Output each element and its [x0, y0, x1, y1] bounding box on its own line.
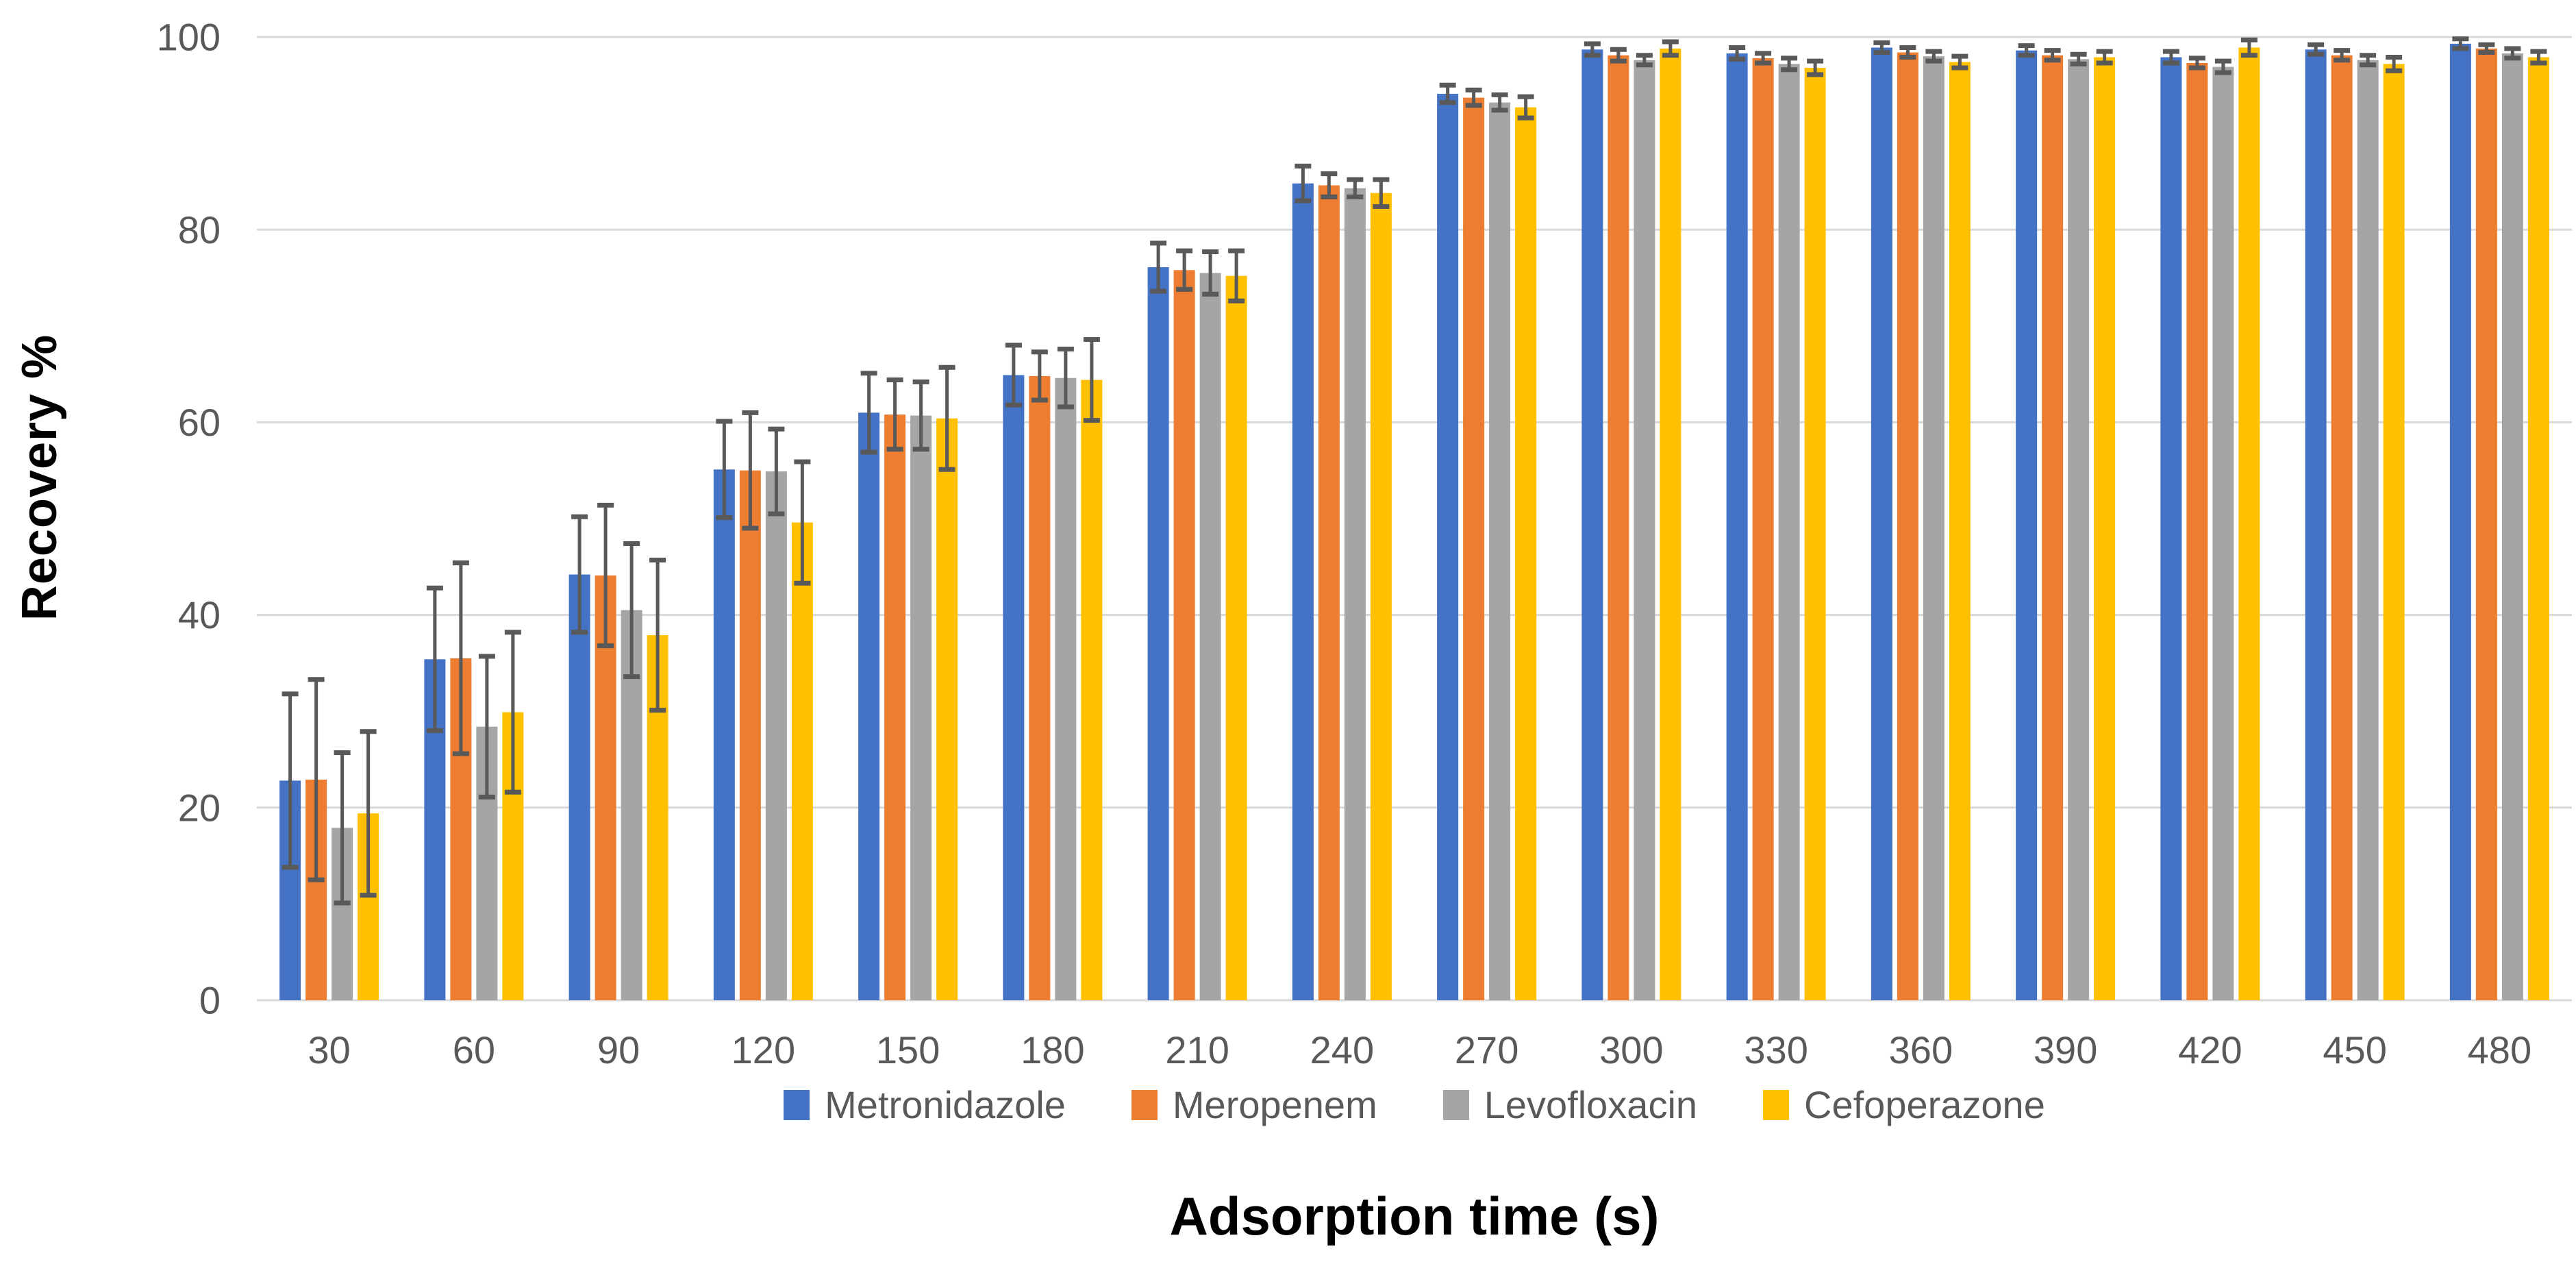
bar-levofloxacin-420	[2212, 66, 2234, 1001]
x-tick-label: 60	[453, 1028, 495, 1071]
legend-swatch	[1131, 1089, 1158, 1120]
x-tick-label: 270	[1455, 1028, 1518, 1071]
legend-label: Cefoperazone	[1804, 1083, 2045, 1126]
bar-levofloxacin-120	[765, 471, 787, 1000]
bar-metronidazole-390	[2016, 50, 2038, 1001]
bar-metronidazole-210	[1147, 267, 1169, 1001]
bar-meropenem-120	[739, 470, 761, 1000]
bar-levofloxacin-270	[1489, 102, 1511, 1000]
bar-levofloxacin-480	[2501, 53, 2523, 1001]
bar-meropenem-180	[1029, 375, 1051, 1000]
x-tick-label: 330	[1744, 1028, 1808, 1071]
bar-meropenem-390	[2042, 55, 2064, 1001]
bar-levofloxacin-330	[1778, 64, 1800, 1000]
y-tick-label: 0	[199, 979, 221, 1022]
bar-meropenem-330	[1752, 58, 1774, 1000]
legend-item-meropenem: Meropenem	[1131, 1082, 1377, 1127]
legend-label: Meropenem	[1172, 1083, 1377, 1126]
x-tick-label: 30	[308, 1028, 350, 1071]
bar-cefoperazone-300	[1660, 48, 1681, 1001]
bar-meropenem-210	[1173, 270, 1195, 1001]
bar-meropenem-360	[1897, 52, 1918, 1001]
bar-metronidazole-450	[2305, 49, 2327, 1001]
legend-label: Levofloxacin	[1484, 1083, 1698, 1126]
y-tick-label: 20	[178, 786, 221, 829]
bar-meropenem-300	[1608, 55, 1629, 1001]
bar-cefoperazone-240	[1370, 193, 1392, 1001]
bar-metronidazole-300	[1581, 49, 1603, 1001]
bar-meropenem-450	[2331, 55, 2353, 1001]
bar-metronidazole-330	[1726, 53, 1748, 1001]
x-tick-label: 450	[2323, 1028, 2386, 1071]
bar-cefoperazone-390	[2094, 57, 2116, 1000]
legend-item-levofloxacin: Levofloxacin	[1442, 1082, 1698, 1127]
x-tick-label: 420	[2178, 1028, 2242, 1071]
bar-meropenem-420	[2186, 62, 2208, 1000]
bar-metronidazole-270	[1437, 93, 1459, 1001]
x-tick-label: 300	[1599, 1028, 1663, 1071]
x-tick-label: 210	[1165, 1028, 1229, 1071]
x-tick-label: 150	[876, 1028, 940, 1071]
x-tick-label: 240	[1310, 1028, 1374, 1071]
bar-metronidazole-180	[1003, 375, 1025, 1000]
bar-metronidazole-150	[858, 412, 880, 1000]
bar-cefoperazone-480	[2527, 57, 2549, 1000]
bar-cefoperazone-450	[2383, 64, 2405, 1000]
x-axis-title: Adsorption time (s)	[1169, 1186, 1660, 1246]
y-tick-label: 100	[157, 16, 221, 59]
legend-label: Metronidazole	[825, 1083, 1066, 1126]
bar-metronidazole-360	[1871, 47, 1892, 1000]
bar-metronidazole-420	[2160, 57, 2182, 1000]
legend: Metronidazole Meropenem Levofloxacin Cefope…	[257, 1082, 2572, 1127]
bar-metronidazole-90	[568, 574, 590, 1000]
bar-cefoperazone-330	[1804, 67, 1826, 1001]
legend-swatch	[1442, 1089, 1469, 1120]
bar-cefoperazone-270	[1515, 107, 1537, 1001]
bar-meropenem-150	[884, 414, 906, 1000]
bar-metronidazole-120	[713, 469, 735, 1000]
bar-levofloxacin-210	[1199, 273, 1221, 1001]
y-tick-label: 40	[178, 593, 221, 636]
bar-meropenem-480	[2475, 48, 2497, 1001]
bar-meropenem-270	[1463, 97, 1485, 1000]
bar-levofloxacin-300	[1634, 60, 1655, 1000]
bar-levofloxacin-450	[2357, 60, 2379, 1000]
y-tick-label: 60	[178, 401, 221, 444]
y-tick-label: 80	[178, 208, 221, 251]
bar-cefoperazone-150	[936, 418, 958, 1000]
x-tick-label: 390	[2034, 1028, 2097, 1071]
bar-levofloxacin-360	[1923, 56, 1944, 1001]
bar-levofloxacin-180	[1055, 377, 1077, 1000]
x-tick-label: 90	[597, 1028, 640, 1071]
bar-cefoperazone-210	[1225, 275, 1247, 1000]
y-axis-title: Recovery %	[12, 334, 67, 621]
legend-swatch	[784, 1089, 810, 1120]
legend-item-metronidazole: Metronidazole	[784, 1082, 1066, 1127]
bar-levofloxacin-240	[1344, 188, 1366, 1001]
bar-levofloxacin-390	[2068, 59, 2090, 1000]
bar-cefoperazone-420	[2238, 47, 2260, 1000]
bar-cefoperazone-360	[1949, 62, 1971, 1000]
bar-metronidazole-480	[2449, 43, 2471, 1000]
legend-swatch	[1763, 1089, 1790, 1120]
bar-levofloxacin-150	[910, 415, 932, 1000]
bar-meropenem-240	[1318, 185, 1340, 1001]
bar-cefoperazone-180	[1081, 380, 1103, 1000]
x-tick-label: 480	[2468, 1028, 2531, 1071]
x-tick-label: 360	[1889, 1028, 1953, 1071]
x-tick-label: 180	[1021, 1028, 1084, 1071]
bar-cefoperazone-120	[791, 522, 813, 1000]
legend-item-cefoperazone: Cefoperazone	[1763, 1082, 2045, 1127]
x-tick-label: 120	[731, 1028, 795, 1071]
bar-metronidazole-240	[1292, 183, 1314, 1000]
